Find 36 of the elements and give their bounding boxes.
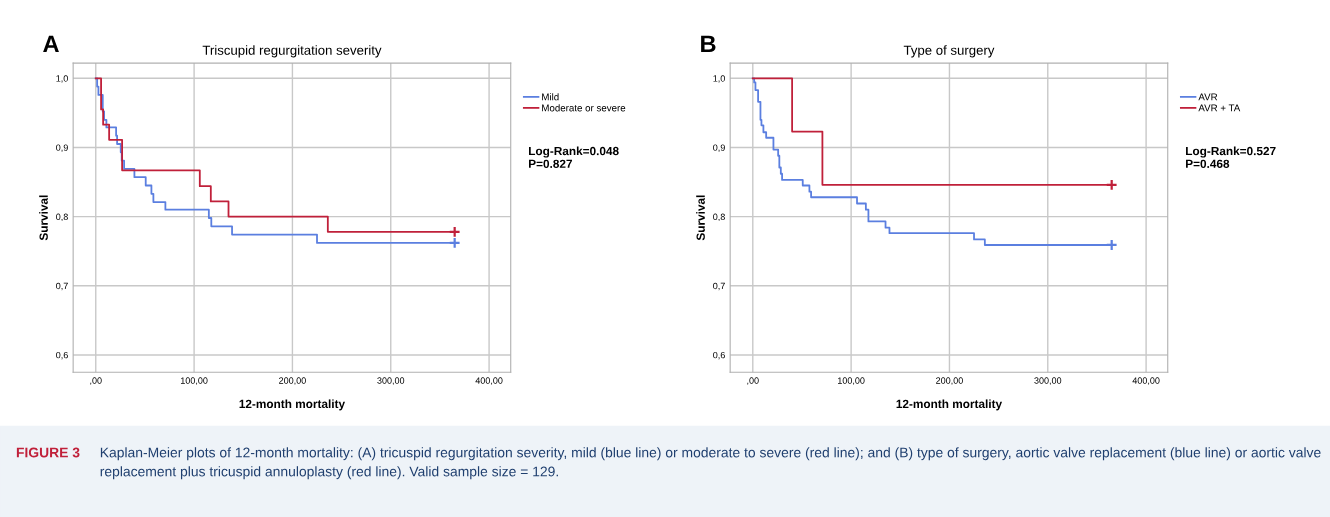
- x-axis-title: 12-month mortality: [896, 399, 1003, 411]
- text: Log-Rank=0.048 P=0.827: [529, 146, 619, 168]
- x-tick-label: ,00: [90, 377, 102, 385]
- y-tick-label: 0,8: [56, 213, 68, 222]
- legend-label: AVR: [1198, 93, 1218, 101]
- y-tick-label: 0,9: [56, 144, 68, 152]
- y-axis-title: Survival: [39, 195, 48, 241]
- x-tick-label: 300,00: [1034, 377, 1062, 385]
- x-tick-label: 200,00: [936, 377, 963, 385]
- x-tick-label: 100,00: [180, 377, 208, 385]
- legend-label: Mild: [542, 93, 559, 101]
- text: Kaplan-Meier plots of 12-month mortality: (A) tricuspid regurgitation severity, mild (blue line) or moderate to severe (red line); and (B) type of surgery, aortic valve replacement (blue line) or aortic valve replacement plus tricuspid annuloplasty (red line). Valid sample size = 129.: [100, 447, 1321, 480]
- y-tick-label: 0,7: [56, 282, 68, 291]
- x-tick-label: 100,00: [838, 377, 865, 385]
- legend-label: Moderate or severe: [542, 104, 626, 112]
- y-tick-label: 0,8: [713, 213, 725, 222]
- x-tick-label: 200,00: [279, 377, 306, 385]
- text: B: [701, 35, 716, 52]
- legend-label: AVR + TA: [1198, 104, 1241, 112]
- x-axis-title: 12-month mortality: [239, 399, 346, 411]
- y-tick-label: 1,0: [56, 75, 68, 83]
- text: Log-Rank=0.527 P=0.468: [1186, 146, 1276, 168]
- caption: FIGURE 3: [16, 447, 80, 458]
- y-tick-label: 0,7: [713, 282, 725, 291]
- y-axis-title: Survival: [696, 195, 705, 241]
- y-tick-label: 0,6: [56, 351, 68, 360]
- y-tick-label: 1,0: [713, 75, 725, 83]
- y-tick-label: 0,6: [713, 351, 725, 360]
- x-tick-label: 400,00: [475, 377, 503, 385]
- chart-title: Type of surgery: [903, 45, 995, 58]
- x-tick-label: ,00: [747, 377, 759, 385]
- chart-title: Triscupid regurgitation severity: [202, 45, 382, 58]
- x-tick-label: 400,00: [1132, 377, 1160, 385]
- x-tick-label: 300,00: [377, 377, 405, 385]
- text: A: [43, 35, 59, 52]
- y-tick-label: 0,9: [713, 144, 725, 152]
